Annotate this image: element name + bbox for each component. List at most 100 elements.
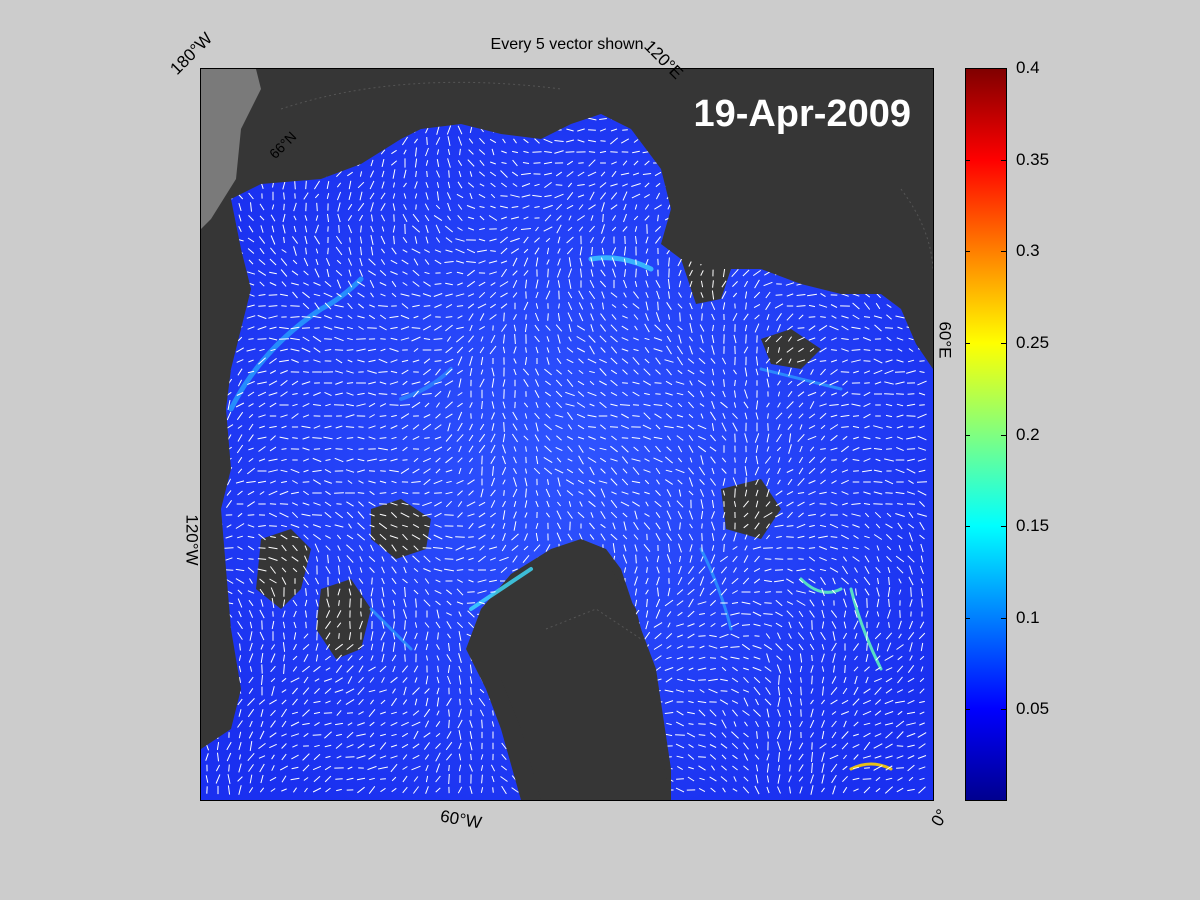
drift-vector <box>743 776 749 782</box>
drift-vector <box>677 457 683 463</box>
drift-vector <box>622 369 628 375</box>
drift-vector <box>358 214 364 222</box>
drift-vector <box>313 180 321 190</box>
drift-vector <box>423 358 431 364</box>
drift-vector <box>469 764 473 772</box>
drift-vector <box>455 260 465 264</box>
drift-vector <box>391 654 397 662</box>
map-panel[interactable]: 19-Apr-2009 66°N <box>200 68 934 801</box>
drift-vector <box>655 598 661 608</box>
drift-vector <box>830 468 838 474</box>
drift-vector <box>788 633 792 639</box>
drift-vector <box>335 733 343 737</box>
drift-vector <box>249 720 253 728</box>
drift-vector <box>447 390 451 398</box>
drift-vector <box>775 622 783 628</box>
drift-vector <box>534 183 540 187</box>
drift-vector <box>412 786 420 794</box>
drift-vector <box>543 161 553 165</box>
drift-vector <box>305 247 307 255</box>
drift-vector <box>238 763 242 773</box>
drift-vector <box>348 247 352 255</box>
drift-vector <box>808 490 816 496</box>
drift-vector <box>336 622 342 628</box>
drift-vector <box>677 634 683 638</box>
drift-vector <box>236 359 244 363</box>
drift-vector <box>433 446 443 452</box>
drift-vector <box>369 180 375 190</box>
drift-vector <box>699 347 705 353</box>
drift-vector <box>291 511 299 519</box>
drift-vector <box>411 327 421 329</box>
drift-vector <box>304 235 308 245</box>
drift-vector <box>600 257 606 267</box>
drift-vector <box>401 665 409 673</box>
drift-vector <box>664 700 674 704</box>
drift-vector <box>906 436 916 440</box>
drift-vector <box>445 456 453 464</box>
drift-vector <box>425 786 429 794</box>
drift-vector <box>445 547 453 549</box>
drift-vector <box>577 215 585 221</box>
drift-vector <box>379 282 387 286</box>
drift-vector <box>303 458 309 462</box>
drift-vector <box>281 556 287 562</box>
drift-vector <box>424 720 430 728</box>
drift-vector <box>621 456 629 464</box>
drift-vector <box>819 743 827 749</box>
drift-vector <box>456 434 464 442</box>
drift-vector <box>271 204 275 210</box>
drift-vector <box>545 544 551 552</box>
drift-vector <box>875 523 881 529</box>
drift-vector <box>325 566 331 574</box>
drift-vector <box>424 491 430 495</box>
longitude-label-0: 0° <box>927 805 952 830</box>
drift-vector <box>469 698 473 706</box>
drift-vector <box>644 392 650 396</box>
drift-vector <box>700 455 704 465</box>
drift-vector <box>854 578 858 584</box>
drift-vector <box>424 578 430 584</box>
drift-vector <box>688 533 694 541</box>
drift-vector <box>755 764 759 772</box>
drift-vector <box>370 598 374 608</box>
drift-vector <box>324 765 332 771</box>
drift-vector <box>775 412 783 420</box>
drift-vector <box>742 269 750 277</box>
drift-vector <box>655 609 661 619</box>
colorbar-tick-mark <box>1001 68 1006 69</box>
drift-vector <box>237 434 243 442</box>
drift-vector <box>886 314 892 320</box>
drift-vector <box>368 470 376 472</box>
drift-vector <box>479 545 485 551</box>
drift-vector <box>346 382 354 384</box>
drift-vector <box>885 743 893 749</box>
drift-vector <box>590 215 594 221</box>
drift-vector <box>435 402 441 408</box>
drift-vector <box>798 621 804 629</box>
drift-vector <box>433 214 443 222</box>
drift-vector <box>357 392 365 396</box>
drift-vector <box>898 633 902 639</box>
drift-vector <box>413 390 419 398</box>
drift-vector <box>677 257 683 267</box>
drift-vector <box>885 359 893 363</box>
drift-vector <box>379 689 387 693</box>
drift-vector <box>226 524 232 528</box>
drift-vector <box>303 676 309 684</box>
drift-vector <box>653 337 663 341</box>
drift-vector <box>359 589 363 595</box>
drift-vector <box>895 491 905 495</box>
drift-vector <box>392 203 396 211</box>
colorbar-tick-mark <box>965 251 970 253</box>
drift-vector <box>435 775 441 783</box>
drift-vector <box>315 643 319 651</box>
drift-vector <box>500 247 508 255</box>
drift-vector <box>765 523 771 529</box>
drift-vector <box>390 744 398 748</box>
drift-vector <box>853 754 859 760</box>
drift-vector <box>908 689 914 693</box>
drift-vector <box>533 544 541 552</box>
drift-vector <box>325 655 331 661</box>
drift-vector <box>599 447 607 451</box>
